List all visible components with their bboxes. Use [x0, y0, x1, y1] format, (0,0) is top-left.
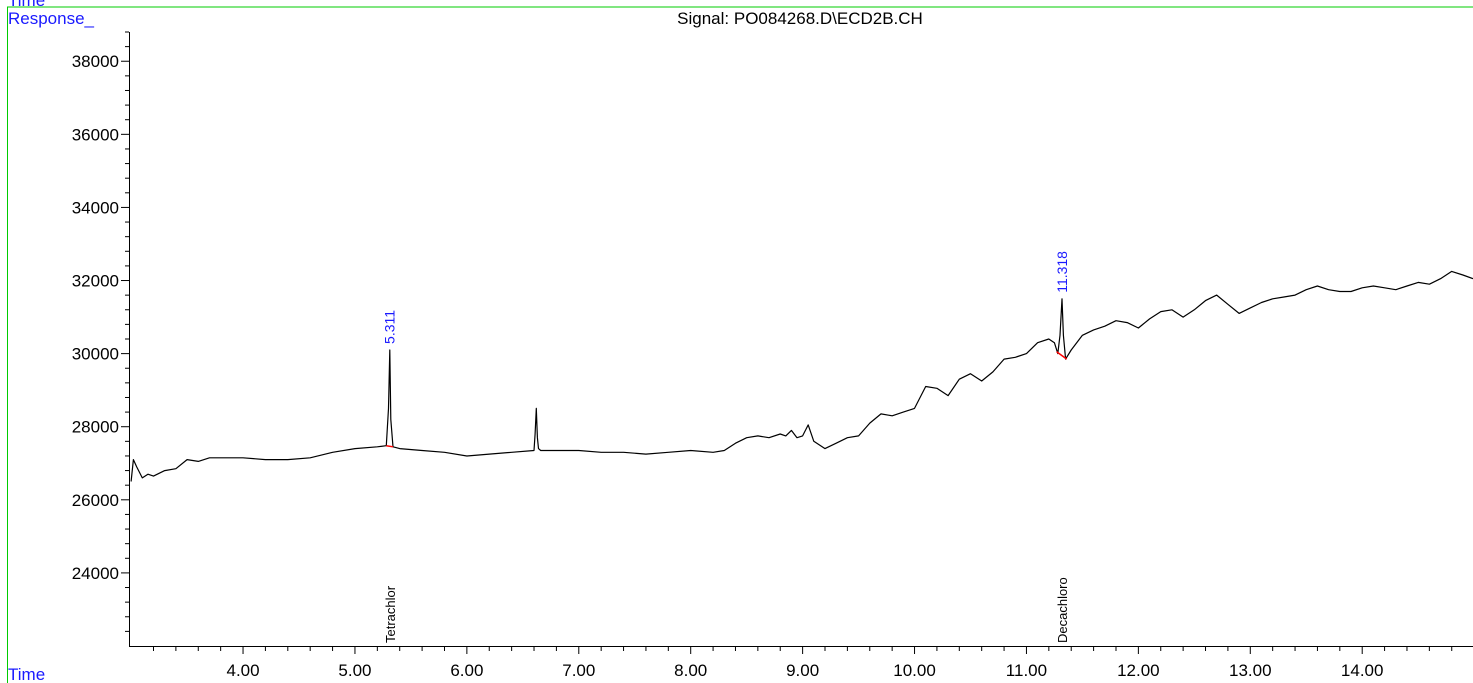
y-tick-label: 26000 — [72, 491, 119, 510]
x-tick-label: 13.00 — [1229, 661, 1272, 680]
y-tick-label: 32000 — [72, 272, 119, 291]
y-tick-label: 28000 — [72, 418, 119, 437]
peak-rt-label: 5.311 — [382, 310, 398, 344]
x-tick-label: 9.00 — [786, 661, 819, 680]
x-tick-label: 11.00 — [1006, 661, 1047, 680]
plot-area: 5.311 11.318 Tetrachlor Decachloro — [130, 251, 1473, 643]
y-tick-label: 36000 — [72, 125, 119, 144]
x-tick-label: 10.00 — [893, 661, 936, 680]
signal-trace — [130, 270, 1473, 482]
peak-baseline — [1056, 351, 1068, 360]
peak-rt-label: 11.318 — [1054, 251, 1070, 293]
y-tick-label: 30000 — [72, 345, 119, 364]
y-axis-ticks: 24000 26000 28000 30000 32000 34000 36000 38000 — [72, 31, 129, 632]
top-cut-label: Time — [8, 0, 45, 10]
y-axis-title: Response_ — [8, 9, 95, 28]
y-tick-label: 38000 — [72, 52, 119, 71]
x-tick-label: 4.00 — [226, 661, 259, 680]
y-tick-label: 24000 — [72, 564, 119, 583]
x-tick-label: 8.00 — [674, 661, 707, 680]
x-tick-label: 7.00 — [562, 661, 595, 680]
compound-label: Tetrachlor — [383, 585, 398, 643]
x-axis-ticks: 4.00 5.00 6.00 7.00 8.00 9.00 10.00 11.00 12.00 1… — [153, 646, 1453, 680]
y-tick-label: 34000 — [72, 198, 119, 217]
x-tick-label: 14.00 — [1341, 661, 1384, 680]
x-axis-title: Time — [8, 665, 45, 683]
x-tick-label: 12.00 — [1117, 661, 1160, 680]
chart-title: Signal: PO084268.D\ECD2B.CH — [677, 9, 923, 28]
compound-label: Decachloro — [1055, 577, 1070, 643]
peak-baseline — [386, 444, 394, 448]
x-tick-label: 6.00 — [450, 661, 483, 680]
x-tick-label: 5.00 — [338, 661, 371, 680]
